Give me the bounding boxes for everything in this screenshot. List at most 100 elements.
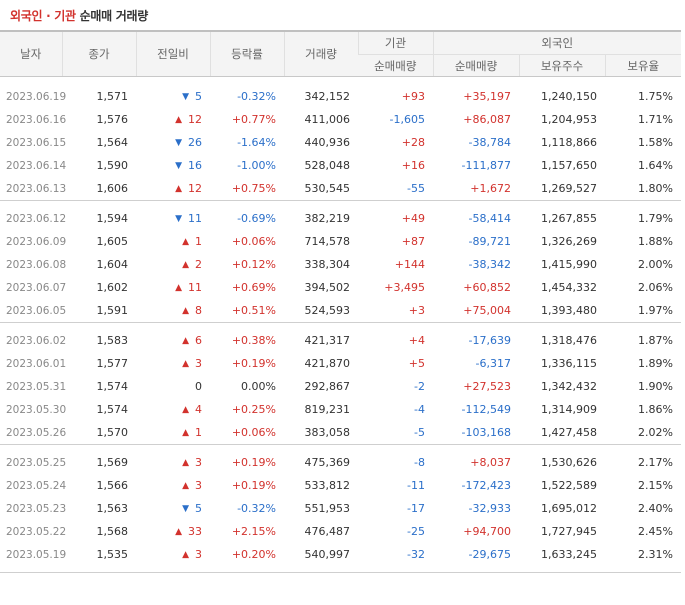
- cell-foreign-net: -38,784: [468, 136, 511, 149]
- cell-change: ▼ 5: [136, 497, 210, 520]
- cell-holdings: 1,336,115: [541, 357, 597, 370]
- cell-holding-ratio: 1.97%: [638, 304, 673, 317]
- cell-change: ▲ 33: [136, 520, 210, 543]
- table-row: 2023.06.02 1,583 ▲ 6 +0.38% 421,317 +4 -17,639 1…: [0, 329, 681, 352]
- table-row: 2023.06.15 1,564 ▼ 26 -1.64% 440,936 +28 -38,78…: [0, 131, 681, 154]
- cell-holding-ratio: 2.40%: [638, 502, 673, 515]
- cell-rate: 0.00%: [241, 380, 276, 393]
- table-row: 2023.06.16 1,576 ▲ 12 +0.77% 411,006 -1,605 +86…: [0, 108, 681, 131]
- arrow-up-icon: ▲: [182, 260, 189, 270]
- table-bottom-border: [0, 572, 681, 573]
- cell-holding-ratio: 2.17%: [638, 456, 673, 469]
- cell-rate: +0.06%: [231, 235, 276, 248]
- cell-date: 2023.06.19: [6, 90, 67, 103]
- cell-change: ▼ 26: [136, 131, 210, 154]
- arrow-up-icon: ▲: [182, 359, 189, 369]
- arrow-up-icon: ▲: [182, 428, 189, 438]
- cell-change-value: 2: [195, 258, 202, 271]
- cell-holdings: 1,427,458: [541, 426, 597, 439]
- header-rate: 등락률: [209, 30, 284, 77]
- cell-date: 2023.05.25: [6, 456, 67, 469]
- cell-close: 1,566: [96, 479, 129, 492]
- section-title-rest: 순매매 거래량: [79, 9, 149, 23]
- cell-holding-ratio: 1.64%: [638, 159, 673, 172]
- cell-close: 1,605: [96, 235, 129, 248]
- cell-change: ▼ 5: [136, 85, 210, 108]
- cell-volume: 551,953: [304, 502, 351, 515]
- cell-date: 2023.06.16: [6, 113, 67, 126]
- cell-holding-ratio: 2.06%: [638, 281, 673, 294]
- cell-holdings: 1,727,945: [541, 525, 597, 538]
- arrow-down-icon: ▼: [175, 138, 182, 148]
- cell-volume: 476,487: [304, 525, 351, 538]
- cell-close: 1,569: [96, 456, 129, 469]
- cell-foreign-net: +35,197: [463, 90, 511, 103]
- cell-change-value: 3: [195, 456, 202, 469]
- cell-holding-ratio: 1.71%: [638, 113, 673, 126]
- section-title: 외국인 · 기관 순매매 거래량: [0, 0, 685, 30]
- cell-holdings: 1,267,855: [541, 212, 597, 225]
- cell-change: ▲ 3: [136, 474, 210, 497]
- cell-institution-net: +5: [408, 357, 425, 370]
- table-row: 2023.06.19 1,571 ▼ 5 -0.32% 342,152 +93 +35,197…: [0, 85, 681, 108]
- cell-volume: 528,048: [304, 159, 351, 172]
- header-change: 전일비: [135, 30, 210, 77]
- cell-holdings: 1,157,650: [541, 159, 597, 172]
- table-row: 2023.05.26 1,570 ▲ 1 +0.06% 383,058 -5 -103,168…: [0, 421, 681, 445]
- cell-change: ▲ 3: [136, 451, 210, 474]
- cell-date: 2023.05.24: [6, 479, 67, 492]
- table-row: 2023.05.22 1,568 ▲ 33 +2.15% 476,487 -25 +94,70…: [0, 520, 681, 543]
- cell-volume: 533,812: [304, 479, 351, 492]
- cell-change: ▲ 4: [136, 398, 210, 421]
- cell-rate: +0.20%: [231, 548, 276, 561]
- arrow-up-icon: ▲: [182, 481, 189, 491]
- cell-holdings: 1,118,866: [541, 136, 597, 149]
- header-institution-group: 기관: [357, 30, 433, 55]
- cell-close: 1,570: [96, 426, 129, 439]
- cell-volume: 475,369: [304, 456, 351, 469]
- cell-close: 1,574: [96, 403, 129, 416]
- arrow-up-icon: ▲: [182, 306, 189, 316]
- cell-close: 1,574: [96, 380, 129, 393]
- cell-close: 1,535: [96, 548, 129, 561]
- cell-institution-net: +3,495: [384, 281, 425, 294]
- cell-date: 2023.06.13: [6, 182, 67, 195]
- cell-change-value: 3: [195, 479, 202, 492]
- group-divider: [0, 322, 681, 323]
- cell-volume: 383,058: [304, 426, 351, 439]
- cell-foreign-net: -112,549: [461, 403, 511, 416]
- cell-change-value: 5: [195, 502, 202, 515]
- table-row: 2023.05.31 1,574 0 0.00% 292,867 -2 +27,523 1,3…: [0, 375, 681, 398]
- cell-rate: +0.38%: [231, 334, 276, 347]
- cell-holding-ratio: 1.86%: [638, 403, 673, 416]
- cell-foreign-net: -38,342: [468, 258, 511, 271]
- cell-holding-ratio: 1.88%: [638, 235, 673, 248]
- cell-date: 2023.06.02: [6, 334, 67, 347]
- cell-foreign-net: +8,037: [470, 456, 511, 469]
- arrow-down-icon: ▼: [175, 214, 182, 224]
- arrow-up-icon: ▲: [182, 237, 189, 247]
- cell-institution-net: +3: [408, 304, 425, 317]
- cell-date: 2023.05.31: [6, 380, 67, 393]
- cell-close: 1,594: [96, 212, 129, 225]
- cell-holding-ratio: 1.89%: [638, 357, 673, 370]
- cell-change: ▼ 16: [136, 154, 210, 177]
- cell-foreign-net: -103,168: [461, 426, 511, 439]
- table-row: 2023.06.13 1,606 ▲ 12 +0.75% 530,545 -55 +1,672…: [0, 177, 681, 201]
- cell-institution-net: +4: [408, 334, 425, 347]
- cell-date: 2023.06.07: [6, 281, 67, 294]
- table-body: 2023.06.19 1,571 ▼ 5 -0.32% 342,152 +93 +35,197…: [0, 77, 681, 573]
- cell-change-value: 5: [195, 90, 202, 103]
- cell-foreign-net: -29,675: [468, 548, 511, 561]
- cell-holding-ratio: 1.79%: [638, 212, 673, 225]
- table-row: 2023.06.12 1,594 ▼ 11 -0.69% 382,219 +49 -58,41…: [0, 207, 681, 230]
- cell-close: 1,577: [96, 357, 129, 370]
- cell-institution-net: -4: [414, 403, 425, 416]
- cell-change-value: 6: [195, 334, 202, 347]
- cell-rate: +0.69%: [231, 281, 276, 294]
- table-row: 2023.06.01 1,577 ▲ 3 +0.19% 421,870 +5 -6,317 1,…: [0, 352, 681, 375]
- cell-change: ▲ 12: [136, 177, 210, 201]
- cell-change: ▲ 1: [136, 421, 210, 445]
- cell-holdings: 1,454,332: [541, 281, 597, 294]
- cell-change: ▲ 11: [136, 276, 210, 299]
